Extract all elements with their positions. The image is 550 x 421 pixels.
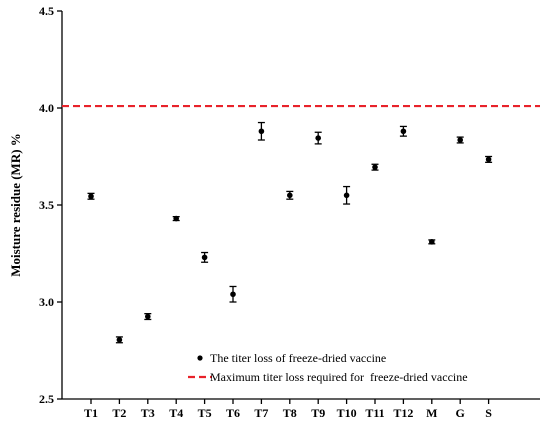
data-point-group [428, 239, 436, 245]
x-tick-label: T8 [283, 406, 297, 420]
data-point-group [485, 155, 493, 163]
y-tick-label: 4.0 [39, 101, 54, 115]
legend-marker-series [197, 355, 203, 361]
data-point-group [314, 131, 322, 145]
y-axis-label: Moisture residue (MR) % [8, 133, 23, 277]
data-point-group [343, 185, 351, 205]
data-point [429, 239, 435, 245]
x-tick-label: T3 [141, 406, 155, 420]
data-point [201, 254, 208, 261]
y-tick-label: 3.0 [39, 295, 54, 309]
y-tick-label: 4.5 [39, 4, 54, 18]
data-point [457, 137, 464, 143]
legend-label-reference: Maximum titer loss required for freeze-d… [210, 370, 468, 384]
data-point [400, 128, 407, 135]
x-tick-label: T9 [311, 406, 325, 420]
data-point-group [286, 190, 294, 200]
x-tick-label: T10 [337, 406, 357, 420]
x-tick-label: G [456, 406, 465, 420]
data-point-group [399, 125, 407, 137]
legend: The titer loss of freeze-dried vaccine M… [188, 351, 468, 384]
legend-label-series: The titer loss of freeze-dried vaccine [210, 351, 386, 365]
x-tick-label: T6 [226, 406, 240, 420]
data-point [258, 128, 265, 135]
data-point [343, 192, 350, 199]
data-point-group [257, 121, 265, 141]
x-tick-label: T5 [198, 406, 212, 420]
x-tick-label: T4 [169, 406, 183, 420]
data-point-group [115, 336, 123, 344]
y-tick-label: 2.5 [39, 392, 54, 406]
data-point [116, 337, 123, 343]
x-tick-label: T7 [254, 406, 268, 420]
x-tick-label: T12 [393, 406, 413, 420]
data-point [230, 291, 236, 298]
data-point-group [172, 215, 180, 222]
data-point [372, 164, 378, 170]
data-point [173, 215, 179, 222]
x-tick-label: M [426, 406, 437, 420]
data-points [87, 121, 493, 344]
y-ticks: 2.5 3.0 3.5 4.0 4.5 [39, 4, 62, 406]
x-tick-label: S [485, 406, 492, 420]
x-axis: T1 T2 T3 T4 T5 T6 T7 T8 T9 T10 T11 T12 M G S [62, 398, 540, 420]
x-ticks: T1 T2 T3 T4 T5 T6 T7 T8 T9 T10 T11 T12 M G S [84, 399, 492, 420]
data-point-group [144, 312, 152, 321]
data-point [88, 193, 94, 200]
data-point-group [201, 251, 209, 263]
data-point [287, 192, 293, 199]
x-tick-label: T2 [112, 406, 126, 420]
data-point-group [456, 136, 464, 144]
data-point-group [229, 285, 237, 303]
data-point [315, 135, 322, 141]
y-tick-label: 3.5 [39, 198, 54, 212]
y-axis: 2.5 3.0 3.5 4.0 4.5 [39, 4, 63, 406]
data-point [145, 313, 151, 320]
x-tick-label: T11 [365, 406, 384, 420]
data-point [485, 156, 492, 163]
data-point-group [371, 163, 379, 171]
data-point-group [87, 192, 95, 200]
x-tick-label: T1 [84, 406, 98, 420]
